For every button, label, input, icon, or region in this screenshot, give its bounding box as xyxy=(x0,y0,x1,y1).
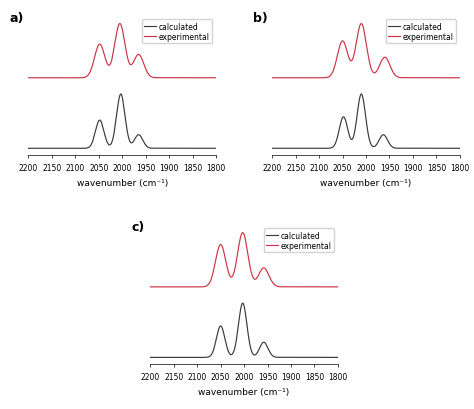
Legend: calculated, experimental: calculated, experimental xyxy=(264,229,334,253)
X-axis label: wavenumber (cm⁻¹): wavenumber (cm⁻¹) xyxy=(320,178,411,187)
Text: c): c) xyxy=(132,221,145,234)
Text: a): a) xyxy=(9,12,24,25)
Legend: calculated, experimental: calculated, experimental xyxy=(142,20,212,44)
Text: b): b) xyxy=(254,12,268,25)
Legend: calculated, experimental: calculated, experimental xyxy=(386,20,456,44)
X-axis label: wavenumber (cm⁻¹): wavenumber (cm⁻¹) xyxy=(77,178,168,187)
X-axis label: wavenumber (cm⁻¹): wavenumber (cm⁻¹) xyxy=(199,387,290,396)
